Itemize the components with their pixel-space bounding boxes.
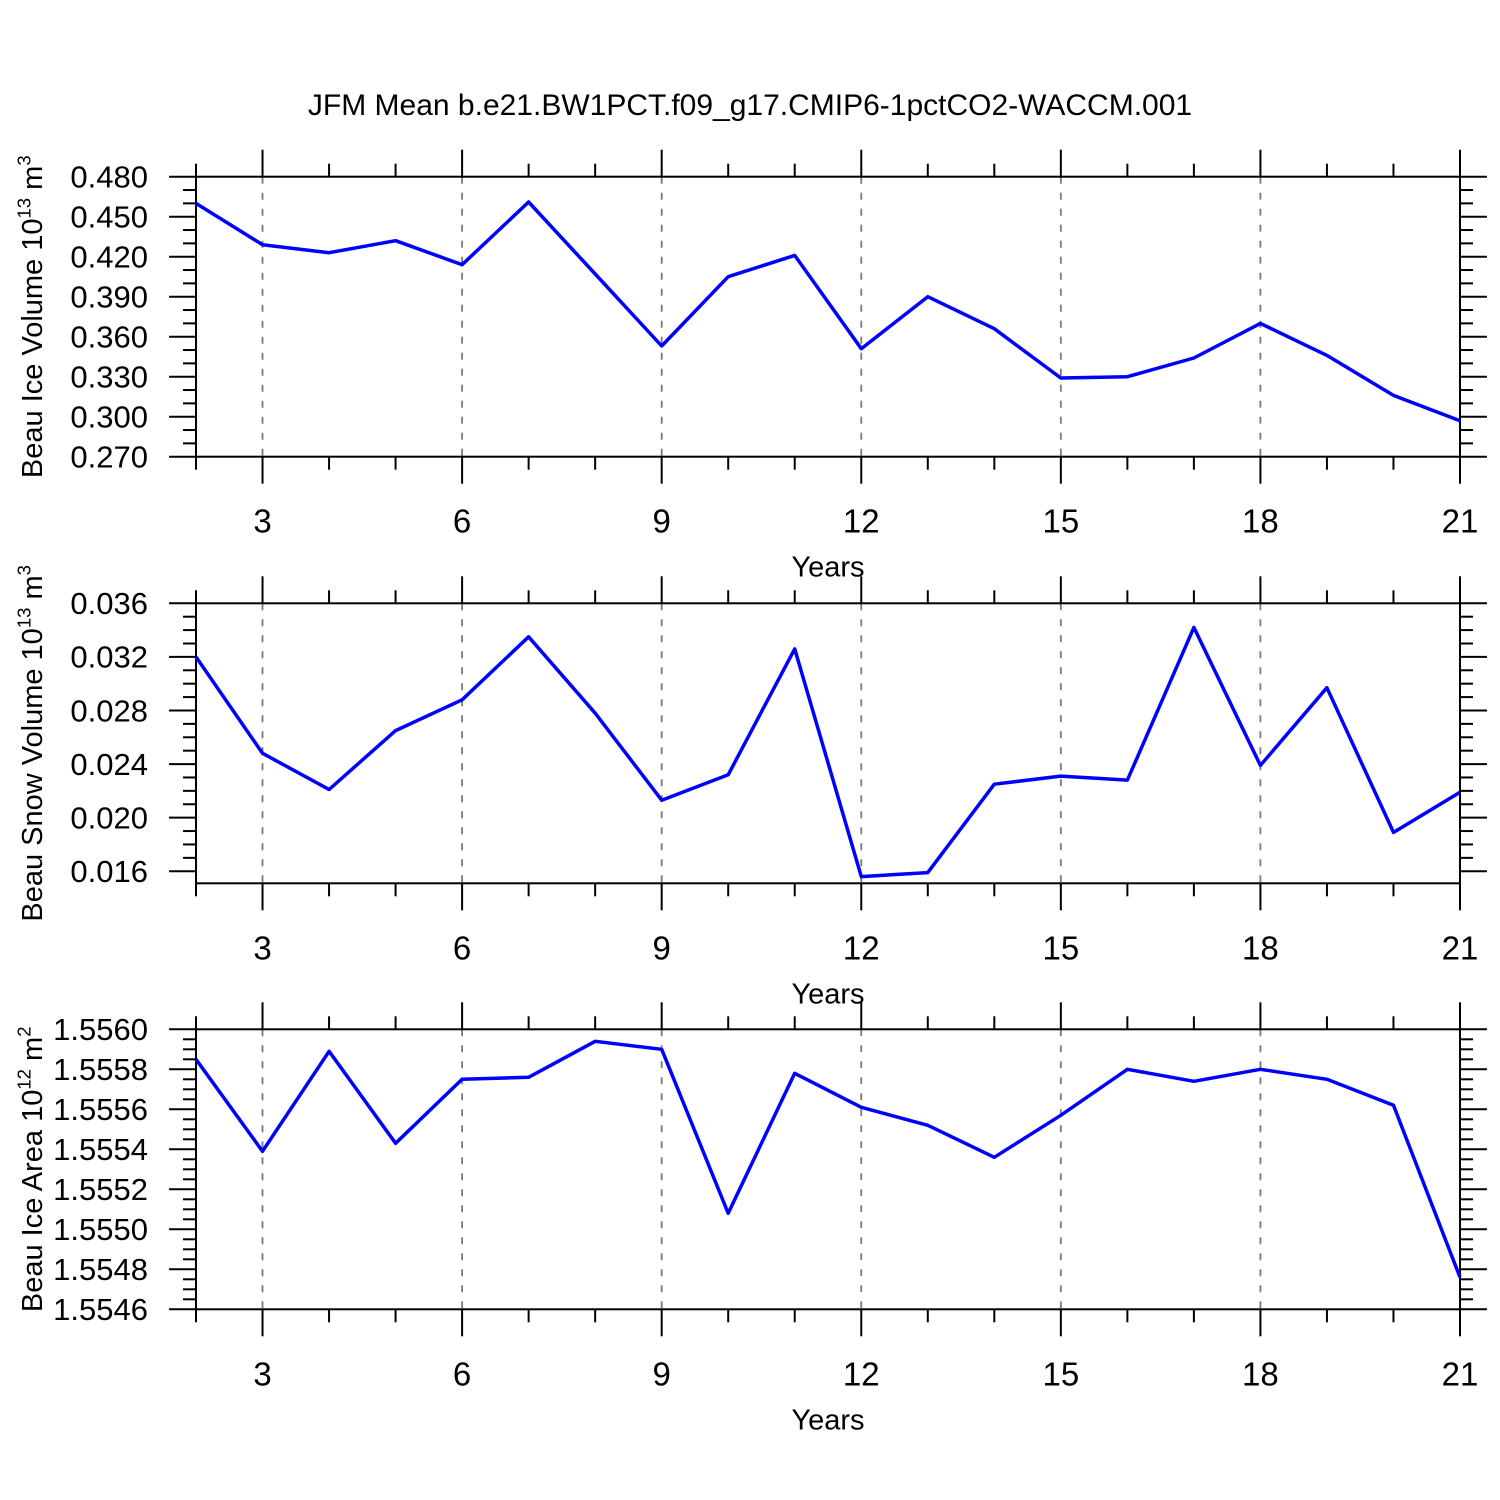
y-tick-label: 1.5556: [53, 1092, 148, 1127]
x-axis-label: Years: [791, 1404, 864, 1436]
x-axis-label: Years: [791, 978, 864, 1010]
panel-beau-ice-area: 1.5546 1.5548 1.5550 1.5552 1.5554 1.5556 1.55…: [13, 1002, 1487, 1436]
y-tick-label: 0.360: [70, 320, 148, 355]
x-tick-label: 9: [653, 503, 671, 540]
y-tick-label: 0.330: [70, 360, 148, 395]
panel-beau-snow-volume: 0.016 0.020 0.024 0.028 0.032 0.036 3 6 9 12 15 18 2…: [13, 565, 1487, 1010]
y-tick-label: 0.300: [70, 400, 148, 435]
x-tick-label: 9: [653, 1355, 671, 1392]
x-tick-label: 21: [1442, 1355, 1479, 1392]
y-tick-label: 1.5558: [53, 1052, 148, 1087]
y-tick-label: 1.5548: [53, 1252, 148, 1287]
y-tick-label: 0.016: [70, 854, 148, 889]
y-tick-label: 0.024: [70, 747, 148, 782]
y-tick-label: 0.270: [70, 440, 148, 475]
plot-frame: [195, 1028, 1461, 1311]
x-tick-label: 9: [653, 929, 671, 966]
x-tick-label: 21: [1442, 929, 1479, 966]
y-tick-label: 0.020: [70, 801, 148, 836]
y-tick-label: 0.480: [70, 160, 148, 195]
y-tick-label: 1.5560: [53, 1012, 148, 1047]
y-tick-label: 1.5546: [53, 1292, 148, 1327]
x-tick-label: 15: [1042, 929, 1079, 966]
y-tick-label: 0.450: [70, 200, 148, 235]
x-axis-label: Years: [791, 552, 864, 584]
x-tick-label: 12: [843, 1355, 880, 1392]
y-axis-label: Beau Ice Volume 1013 m3: [13, 155, 49, 478]
y-tick-label: 0.028: [70, 693, 148, 728]
x-tick-label: 21: [1442, 503, 1479, 540]
y-tick-label: 0.032: [70, 640, 148, 675]
x-tick-label: 15: [1042, 503, 1079, 540]
x-tick-label: 18: [1242, 503, 1279, 540]
data-line-beau-ice-area: [194, 1039, 1462, 1278]
x-tick-label: 3: [253, 503, 271, 540]
x-tick-label: 3: [253, 1355, 271, 1392]
x-tick-label: 6: [453, 929, 471, 966]
x-tick-label: 6: [453, 1355, 471, 1392]
y-tick-label: 1.5554: [53, 1132, 148, 1167]
plot-frame: [195, 602, 1461, 885]
x-tick-label: 12: [843, 929, 880, 966]
x-tick-label: 18: [1242, 929, 1279, 966]
panel-beau-ice-volume: 0.270 0.300 0.330 0.360 0.390 0.420 0.450 0.480…: [13, 149, 1487, 584]
data-line-beau-ice-volume: [195, 200, 1461, 423]
x-tick-label: 3: [253, 929, 271, 966]
x-tick-label: 15: [1042, 1355, 1079, 1392]
y-tick-label: 1.5550: [53, 1212, 148, 1247]
data-line-beau-snow-volume: [194, 625, 1461, 879]
figure-title: JFM Mean b.e21.BW1PCT.f09_g17.CMIP6-1pct…: [307, 89, 1193, 122]
y-tick-label: 0.390: [70, 280, 148, 315]
x-tick-label: 12: [843, 503, 880, 540]
y-tick-label: 1.5552: [53, 1172, 148, 1207]
y-axis-label: Beau Ice Area 1012 m2: [13, 1026, 49, 1312]
x-tick-label: 6: [453, 503, 471, 540]
y-tick-label: 0.036: [70, 586, 148, 621]
x-tick-label: 18: [1242, 1355, 1279, 1392]
y-axis-label: Beau Snow Volume 1013 m3: [13, 565, 49, 922]
plot-frame: [195, 175, 1461, 458]
y-tick-label: 0.420: [70, 240, 148, 275]
